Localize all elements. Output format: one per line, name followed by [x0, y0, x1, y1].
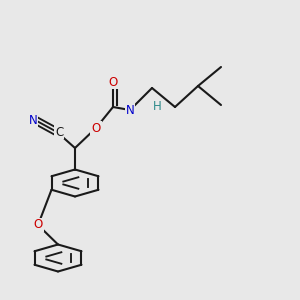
Text: N: N	[28, 113, 38, 127]
Text: O: O	[92, 122, 100, 134]
Text: O: O	[33, 218, 43, 232]
Text: C: C	[55, 125, 63, 139]
Text: N: N	[126, 103, 134, 116]
Text: H: H	[153, 100, 161, 113]
Text: O: O	[108, 76, 118, 88]
